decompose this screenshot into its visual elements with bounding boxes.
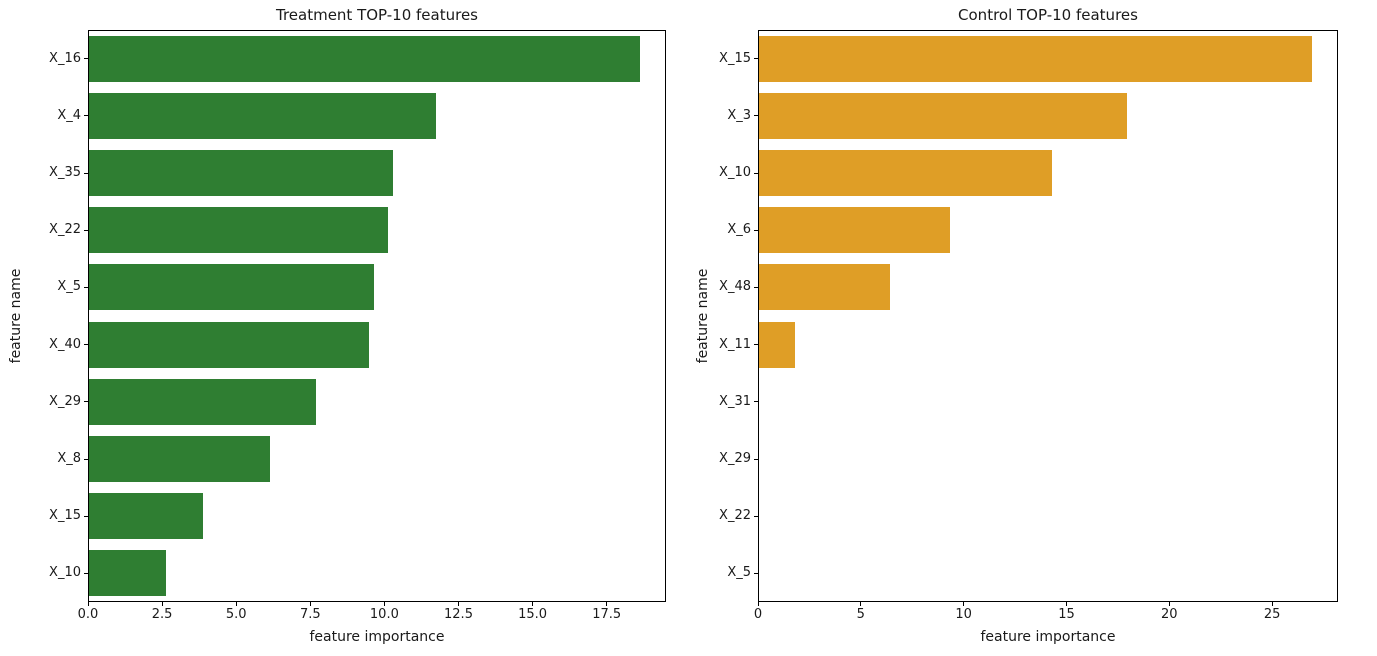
y-tick-label: X_8 <box>57 451 81 466</box>
y-tick-mark <box>754 458 758 460</box>
x-tick-label: 15.0 <box>518 607 548 622</box>
x-tick-mark <box>309 602 311 606</box>
y-tick-mark <box>754 229 758 231</box>
y-tick-label: X_5 <box>727 565 751 581</box>
bar <box>759 35 1313 82</box>
y-tick-mark <box>754 401 758 403</box>
y-tick-label: X_15 <box>719 50 751 66</box>
x-tick-label: 20 <box>1161 607 1178 622</box>
x-tick-mark <box>161 602 163 606</box>
x-tick-mark <box>757 602 759 606</box>
y-tick-mark <box>84 515 88 517</box>
x-tick-label: 7.5 <box>299 607 321 622</box>
y-tick-label: X_40 <box>49 336 81 352</box>
y-tick-mark <box>84 172 88 174</box>
x-tick-label: 15 <box>1058 607 1075 622</box>
bar <box>89 321 370 368</box>
y-tick-label: X_15 <box>49 508 81 524</box>
bar <box>89 35 641 82</box>
y-tick-label: X_29 <box>719 451 751 466</box>
x-tick-label: 17.5 <box>592 607 622 622</box>
chart-title: Treatment TOP-10 features <box>275 6 479 24</box>
bar <box>89 150 393 196</box>
y-tick-label: X_10 <box>719 165 751 180</box>
bar <box>759 264 890 311</box>
x-tick-mark <box>963 602 965 606</box>
y-tick-mark <box>754 344 758 346</box>
bar <box>89 207 389 254</box>
y-tick-mark <box>754 286 758 288</box>
x-tick-label: 25 <box>1263 607 1281 622</box>
y-tick-mark <box>754 115 758 117</box>
y-tick-mark <box>84 286 88 288</box>
y-tick-mark <box>754 172 758 174</box>
bar <box>89 436 270 482</box>
x-tick-label: 5.0 <box>225 607 247 622</box>
bar <box>89 92 436 139</box>
y-tick-label: X_29 <box>49 393 81 409</box>
bar <box>89 264 374 311</box>
x-tick-mark <box>383 602 385 606</box>
bar <box>759 150 1053 196</box>
x-tick-mark <box>606 602 608 606</box>
y-tick-mark <box>754 572 758 574</box>
x-tick-mark <box>532 602 534 606</box>
bar <box>89 550 167 597</box>
y-tick-label: X_6 <box>727 222 751 238</box>
y-tick-mark <box>84 344 88 346</box>
y-tick-label: X_11 <box>719 336 751 352</box>
treatment-chart: Treatment TOP-10 features feature import… <box>8 6 666 645</box>
y-tick-mark <box>84 458 88 460</box>
x-tick-label: 0 <box>753 607 763 622</box>
x-tick-mark <box>1271 602 1273 606</box>
y-tick-mark <box>84 401 88 403</box>
y-tick-mark <box>84 572 88 574</box>
y-tick-mark <box>84 58 88 60</box>
x-tick-mark <box>87 602 89 606</box>
x-tick-label: 12.5 <box>444 607 473 622</box>
y-tick-mark <box>84 229 88 231</box>
x-tick-mark <box>1066 602 1067 606</box>
y-tick-label: X_48 <box>719 279 751 295</box>
y-tick-label: X_35 <box>49 165 81 180</box>
bar <box>759 321 795 368</box>
x-axis-label: feature importance <box>980 629 1116 645</box>
y-tick-mark <box>754 515 758 517</box>
x-tick-label: 10 <box>955 607 972 622</box>
y-tick-label: X_22 <box>719 508 751 524</box>
y-tick-label: X_5 <box>57 279 81 295</box>
y-tick-mark <box>84 115 88 117</box>
y-tick-mark <box>754 58 758 60</box>
y-tick-label: X_3 <box>727 107 751 123</box>
x-tick-label: 10.0 <box>369 607 399 622</box>
x-tick-label: 0.0 <box>77 607 99 622</box>
x-tick-label: 2.5 <box>151 607 173 622</box>
y-tick-label: X_4 <box>57 107 81 123</box>
chart-title: Control TOP-10 features <box>958 6 1138 24</box>
bar <box>759 207 951 254</box>
y-tick-label: X_31 <box>719 393 751 409</box>
x-tick-mark <box>458 602 459 606</box>
bar <box>89 378 316 425</box>
x-tick-mark <box>860 602 862 606</box>
x-axis-label: feature importance <box>309 629 445 645</box>
x-tick-label: 5 <box>856 607 865 622</box>
y-tick-label: X_16 <box>49 50 81 66</box>
control-chart: Control TOP-10 features feature importan… <box>690 0 1377 656</box>
x-tick-mark <box>235 602 237 606</box>
bar <box>759 92 1128 139</box>
x-tick-mark <box>1168 602 1170 606</box>
bar <box>89 493 204 540</box>
y-tick-label: X_22 <box>49 222 81 238</box>
y-tick-label: X_10 <box>49 565 81 581</box>
